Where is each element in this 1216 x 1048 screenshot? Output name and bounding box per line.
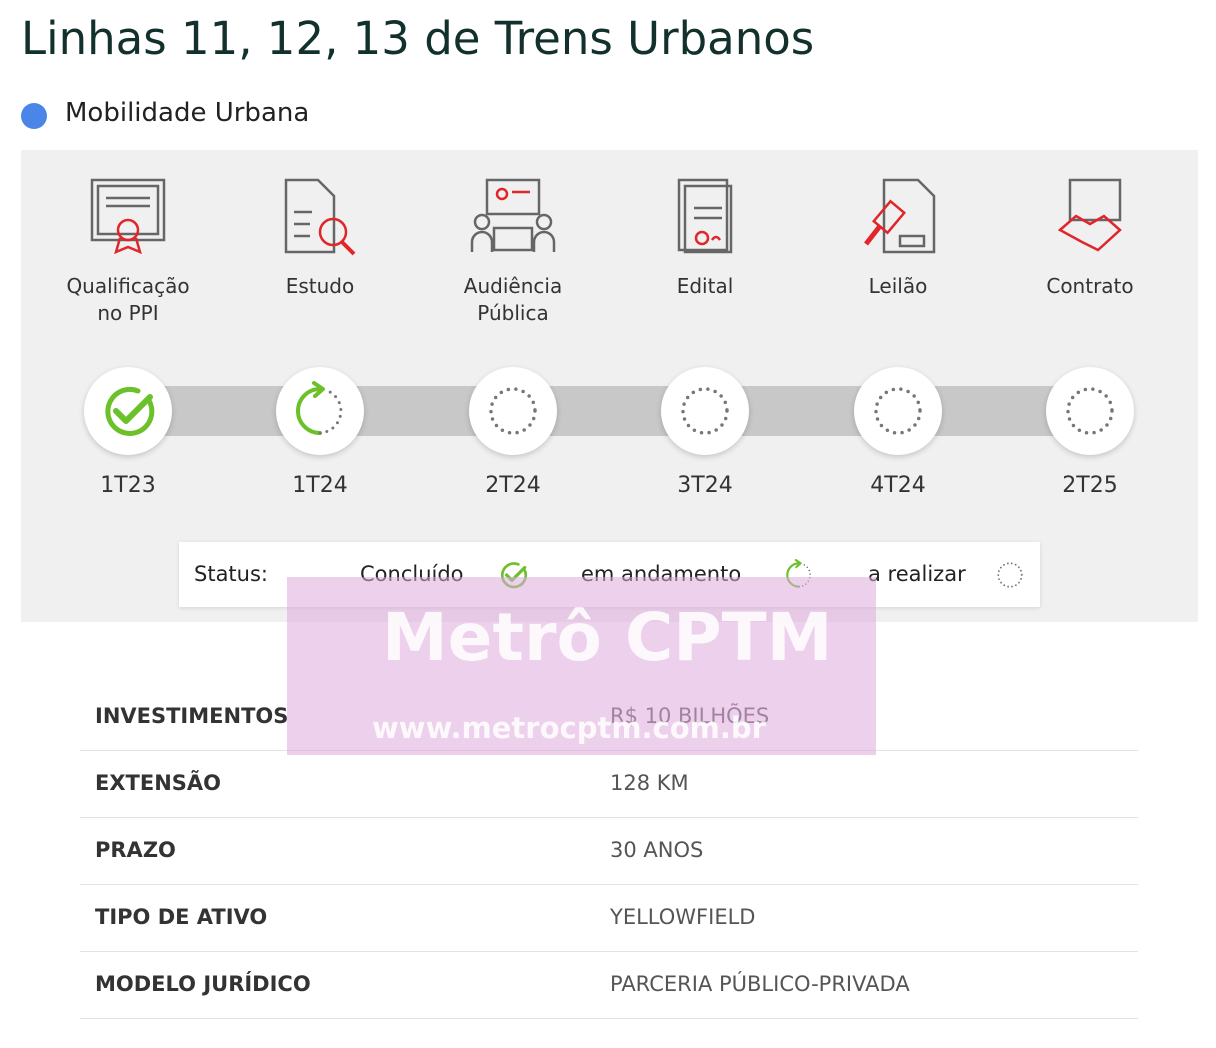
row-value: 30 ANOS [610,838,704,862]
row-key: EXTENSÃO [95,771,222,795]
stage-label-line: Pública [477,301,549,325]
stage-label: Audiência Pública [418,273,608,327]
status-icon [681,387,729,435]
icon-contract [1057,178,1122,252]
legend-title: Status: [194,562,268,586]
stage-circle [1046,367,1134,455]
row-value: 128 KM [610,771,689,795]
icon-certificate [90,178,166,255]
stage-date: 4T24 [870,473,926,498]
category: Mobilidade Urbana [65,98,310,128]
row-key: MODELO JURÍDICO [95,972,311,996]
status-icon [1066,387,1114,435]
icon-audience [470,178,556,252]
stage-label-line: Edital [676,274,734,298]
stage-circle [84,367,172,455]
stage-date: 2T25 [1062,473,1118,498]
status-icon [874,387,922,435]
status-icon [997,562,1023,588]
icon-dots [997,562,1023,588]
table-row: MODELO JURÍDICO PARCERIA PÚBLICO-PRIVADA [80,951,1138,1019]
stage-label: Estudo [225,273,415,300]
stage-circle [469,367,557,455]
stage-label: Qualificação no PPI [33,273,223,327]
status-icon [296,381,343,435]
row-value: PARCERIA PÚBLICO-PRIVADA [610,972,910,996]
icon-dots [1066,387,1114,435]
timeline-bar [128,386,1090,436]
category-dot [21,103,47,129]
stage-label: Leilão [803,273,993,300]
stage-date: 3T24 [677,473,733,498]
icon-arrow [794,559,802,569]
row-key: INVESTIMENTOS [95,704,289,728]
stage-label-line: no PPI [97,301,159,325]
icon-dots [681,387,729,435]
stage-label: Contrato [995,273,1185,300]
table-row: EXTENSÃO 128 KM [80,750,1138,818]
stage-label-line: Contrato [1046,274,1134,298]
icon-ring [105,386,155,436]
icon-dots [318,389,343,435]
row-value: YELLOWFIELD [610,905,756,929]
stage-label: Edital [610,273,800,300]
status-icon [105,386,155,436]
stage-label-line: Leilão [868,274,928,298]
stage-circle [661,367,749,455]
icon-dots [489,387,537,435]
status-icon [489,387,537,435]
icon-study [284,178,356,256]
icon-arc [296,387,322,435]
stage-date: 1T24 [292,473,348,498]
icon-notice [677,178,733,254]
stage-label-line: Estudo [285,274,355,298]
watermark-url: www.metrocptm.com.br [372,711,766,745]
stage-label-line: Qualificação [66,274,190,298]
table-row: PRAZO 30 ANOS [80,817,1138,885]
icon-arrow [312,381,325,398]
row-key: PRAZO [95,838,176,862]
icon-auction [864,178,936,254]
stage-circle [276,367,364,455]
row-key: TIPO DE ATIVO [95,905,268,929]
stage-label-line: Audiência [463,274,563,298]
icon-check [113,394,153,424]
table-row: TIPO DE ATIVO YELLOWFIELD [80,884,1138,952]
watermark-brand: Metrô CPTM [382,599,833,676]
watermark: Metrô CPTM www.metrocptm.com.br [287,577,876,755]
legend-item: a realizar [868,562,966,586]
stage-date: 1T23 [100,473,156,498]
title: Linhas 11, 12, 13 de Trens Urbanos [21,12,815,65]
stage-date: 2T24 [485,473,541,498]
stage-icons [90,178,1122,256]
stage-circle [854,367,942,455]
icon-dots [874,387,922,435]
